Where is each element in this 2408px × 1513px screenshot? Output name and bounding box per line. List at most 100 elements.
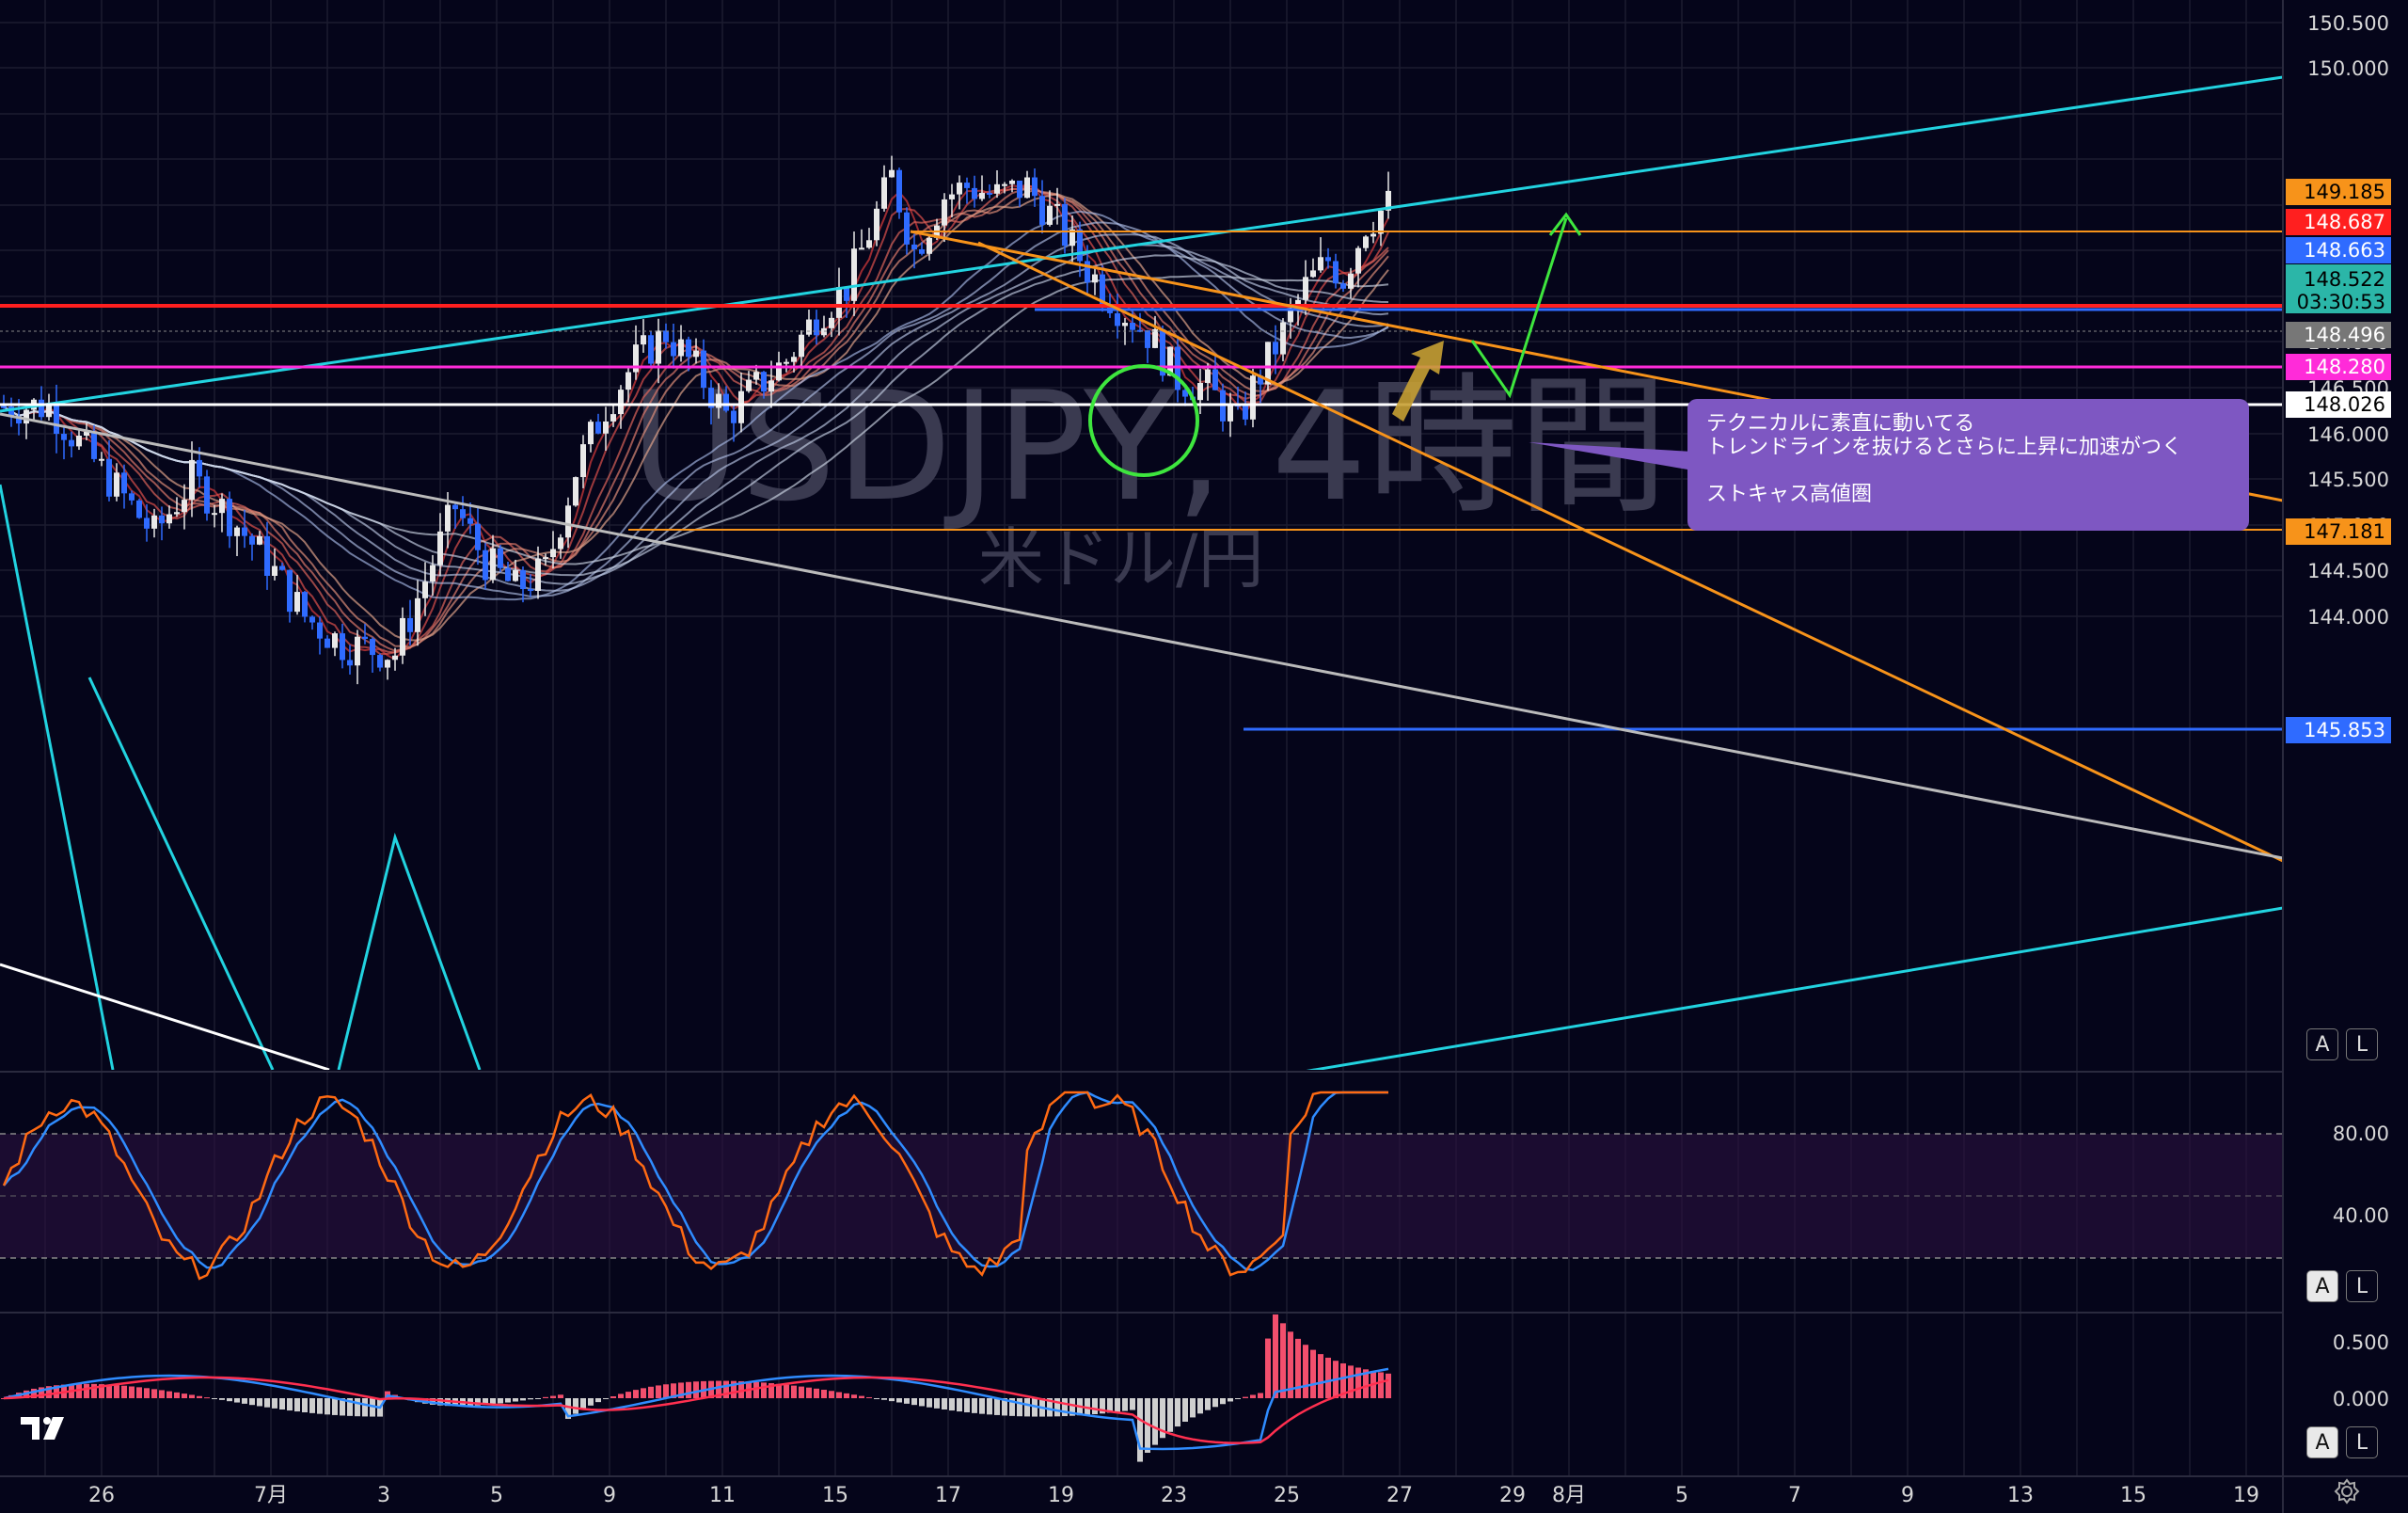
macd-bar (1318, 1354, 1323, 1398)
macd-bar (663, 1384, 669, 1398)
macd-bar (1160, 1398, 1165, 1439)
macd-bar (1069, 1398, 1075, 1416)
macd-bar (686, 1381, 691, 1398)
macd-bar (919, 1398, 925, 1407)
candle-body (1002, 183, 1007, 186)
candle-body (1243, 405, 1248, 420)
candle-body (121, 472, 127, 494)
candle-body (1032, 177, 1038, 197)
macd-bar (964, 1398, 970, 1413)
macd-bar (1355, 1367, 1361, 1398)
candle-body (723, 393, 729, 411)
macd-bar (1145, 1398, 1150, 1453)
x-axis[interactable]: 26 7月 3 5 9 11 15 17 19 23 25 27 29 8月 5 7 9 13 15 19 (88, 1484, 2259, 1507)
candle-body (189, 459, 195, 501)
macd-bar (227, 1398, 232, 1402)
candle-body (287, 569, 293, 613)
auto-scale-button-macd[interactable]: A (2306, 1426, 2338, 1458)
candle-body (927, 237, 932, 254)
candle-body (904, 212, 910, 245)
gray-downtrend (0, 412, 2283, 860)
stochastic-pane (0, 1091, 2283, 1281)
macd-bar (1009, 1398, 1015, 1416)
note-pointer (1529, 442, 1693, 470)
macd-bar (836, 1392, 842, 1398)
candle-body (136, 500, 142, 518)
log-scale-button-stoch[interactable]: L (2346, 1270, 2378, 1302)
macd-bar (159, 1390, 165, 1398)
macd-bar (1363, 1369, 1369, 1398)
y-tick-label: 150.000 (2307, 57, 2389, 80)
macd-bar (595, 1398, 601, 1403)
candle-body (543, 557, 548, 560)
candle-body (791, 357, 797, 362)
macd-bar (949, 1398, 955, 1411)
macd-bar (738, 1380, 744, 1398)
candle-body (1273, 342, 1278, 355)
candle-body (829, 317, 834, 328)
candle-body (1152, 328, 1158, 348)
macd-bar (84, 1383, 89, 1398)
candle-body (1197, 382, 1203, 401)
price-tag: 147.181 (2286, 518, 2391, 545)
log-scale-button-main[interactable]: L (2346, 1028, 2378, 1060)
macd-bar (633, 1390, 639, 1398)
price-tag: 149.185 (2286, 179, 2391, 205)
candle-body (1100, 274, 1105, 305)
price-tag: 148.280 (2286, 354, 2391, 380)
candle-body (550, 549, 556, 558)
macd-bar (904, 1398, 910, 1404)
macd-signal-line (3, 1376, 1389, 1444)
candle-body (16, 416, 22, 424)
candle-body (407, 617, 413, 632)
candle-body (452, 504, 458, 510)
green-arrowhead (1548, 212, 1582, 236)
candle-body (1250, 375, 1256, 420)
candle-body (844, 287, 849, 301)
x-tick-label: 8月 (1552, 1484, 1586, 1507)
candle-body (1212, 369, 1218, 390)
macd-bar (287, 1398, 293, 1411)
annotation-note[interactable]: テクニカルに素直に動いてる トレンドラインを抜けるとさらに上昇に加速がつく スト… (1687, 399, 2249, 531)
macd-bar (1378, 1372, 1384, 1398)
candle-body (1258, 375, 1263, 385)
log-scale-button-macd[interactable]: L (2346, 1426, 2378, 1458)
candle-body (332, 633, 338, 648)
candle-body (99, 458, 104, 461)
candle-body (701, 350, 706, 389)
candle-body (54, 403, 59, 435)
candle-body (347, 660, 353, 666)
candle-body (1115, 312, 1120, 326)
macd-bar (249, 1398, 255, 1406)
candle-body (987, 192, 992, 195)
candle-body (1310, 270, 1316, 278)
macd-bar (1205, 1398, 1211, 1410)
settings-gear-icon[interactable] (2333, 1477, 2361, 1505)
x-tick-label: 27 (1386, 1484, 1413, 1507)
candle-body (1167, 346, 1173, 376)
macd-bar (46, 1386, 52, 1398)
macd-bar (1024, 1398, 1030, 1417)
macd-bar (212, 1398, 217, 1399)
macd-bar (641, 1388, 646, 1398)
macd-bar (626, 1392, 631, 1398)
candle-body (1092, 274, 1098, 283)
candle-body (949, 194, 955, 199)
macd-bar (294, 1398, 300, 1412)
macd-bar (994, 1398, 1000, 1415)
macd-bar (1054, 1398, 1060, 1417)
auto-scale-button-stoch[interactable]: A (2306, 1270, 2338, 1302)
candle-body (558, 537, 563, 549)
candle-body (731, 410, 737, 423)
candle-body (784, 361, 789, 364)
auto-scale-button-main[interactable]: A (2306, 1028, 2338, 1060)
white-lower-trendline (0, 963, 330, 1070)
macd-bar (513, 1398, 518, 1402)
stoch-y-tick-label: 80.00 (2333, 1123, 2389, 1145)
stoch-d-line (3, 1091, 1388, 1271)
macd-bar (136, 1387, 142, 1398)
macd-bar (1295, 1338, 1301, 1398)
candle-body (656, 330, 661, 364)
macd-bar (753, 1381, 759, 1398)
